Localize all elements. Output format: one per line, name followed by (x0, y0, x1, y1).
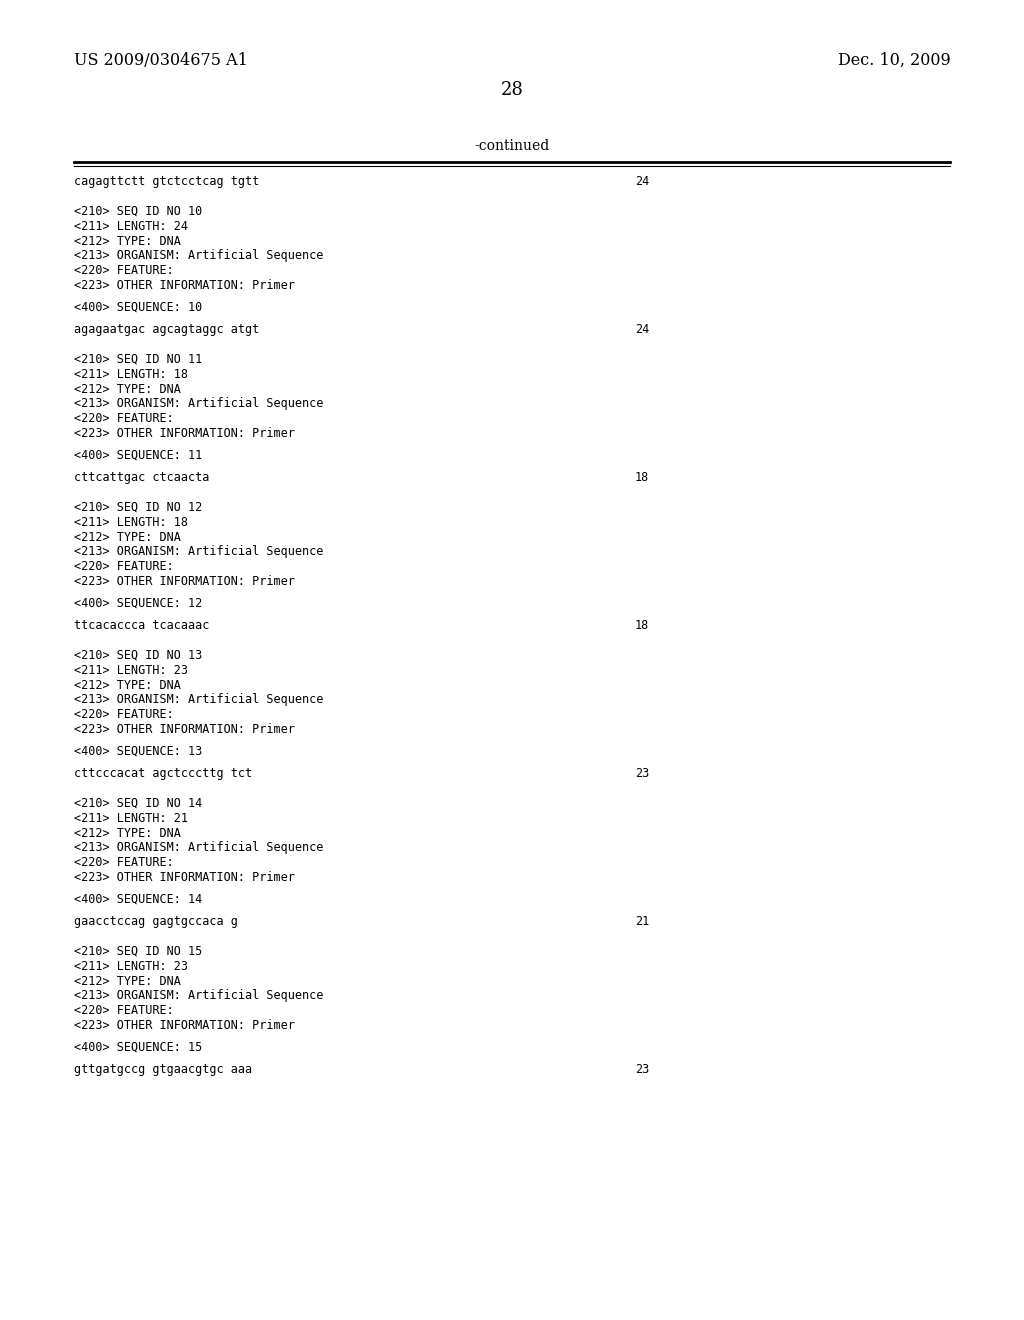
Text: Dec. 10, 2009: Dec. 10, 2009 (838, 51, 950, 69)
Text: <211> LENGTH: 23: <211> LENGTH: 23 (74, 960, 187, 973)
Text: <220> FEATURE:: <220> FEATURE: (74, 1005, 173, 1018)
Text: <212> TYPE: DNA: <212> TYPE: DNA (74, 235, 180, 248)
Text: -continued: -continued (474, 139, 550, 153)
Text: <212> TYPE: DNA: <212> TYPE: DNA (74, 974, 180, 987)
Text: <210> SEQ ID NO 14: <210> SEQ ID NO 14 (74, 797, 202, 810)
Text: <220> FEATURE:: <220> FEATURE: (74, 560, 173, 573)
Text: <223> OTHER INFORMATION: Primer: <223> OTHER INFORMATION: Primer (74, 723, 295, 737)
Text: <213> ORGANISM: Artificial Sequence: <213> ORGANISM: Artificial Sequence (74, 545, 324, 558)
Text: <223> OTHER INFORMATION: Primer: <223> OTHER INFORMATION: Primer (74, 871, 295, 884)
Text: <212> TYPE: DNA: <212> TYPE: DNA (74, 531, 180, 544)
Text: <220> FEATURE:: <220> FEATURE: (74, 264, 173, 277)
Text: <213> ORGANISM: Artificial Sequence: <213> ORGANISM: Artificial Sequence (74, 841, 324, 854)
Text: <211> LENGTH: 18: <211> LENGTH: 18 (74, 368, 187, 380)
Text: <211> LENGTH: 23: <211> LENGTH: 23 (74, 664, 187, 677)
Text: <223> OTHER INFORMATION: Primer: <223> OTHER INFORMATION: Primer (74, 576, 295, 587)
Text: 18: 18 (635, 619, 649, 632)
Text: <213> ORGANISM: Artificial Sequence: <213> ORGANISM: Artificial Sequence (74, 397, 324, 411)
Text: <223> OTHER INFORMATION: Primer: <223> OTHER INFORMATION: Primer (74, 426, 295, 440)
Text: <210> SEQ ID NO 13: <210> SEQ ID NO 13 (74, 649, 202, 663)
Text: <400> SEQUENCE: 14: <400> SEQUENCE: 14 (74, 894, 202, 906)
Text: <213> ORGANISM: Artificial Sequence: <213> ORGANISM: Artificial Sequence (74, 693, 324, 706)
Text: 24: 24 (635, 176, 649, 187)
Text: <400> SEQUENCE: 13: <400> SEQUENCE: 13 (74, 744, 202, 758)
Text: <220> FEATURE:: <220> FEATURE: (74, 709, 173, 721)
Text: <212> TYPE: DNA: <212> TYPE: DNA (74, 678, 180, 692)
Text: cttcattgac ctcaacta: cttcattgac ctcaacta (74, 471, 209, 484)
Text: gttgatgccg gtgaacgtgc aaa: gttgatgccg gtgaacgtgc aaa (74, 1063, 252, 1076)
Text: <211> LENGTH: 24: <211> LENGTH: 24 (74, 220, 187, 232)
Text: <223> OTHER INFORMATION: Primer: <223> OTHER INFORMATION: Primer (74, 1019, 295, 1032)
Text: <212> TYPE: DNA: <212> TYPE: DNA (74, 826, 180, 840)
Text: <210> SEQ ID NO 12: <210> SEQ ID NO 12 (74, 502, 202, 513)
Text: ttcacaccca tcacaaac: ttcacaccca tcacaaac (74, 619, 209, 632)
Text: <400> SEQUENCE: 11: <400> SEQUENCE: 11 (74, 449, 202, 462)
Text: <400> SEQUENCE: 12: <400> SEQUENCE: 12 (74, 597, 202, 610)
Text: <400> SEQUENCE: 10: <400> SEQUENCE: 10 (74, 301, 202, 314)
Text: <211> LENGTH: 18: <211> LENGTH: 18 (74, 516, 187, 529)
Text: 28: 28 (501, 81, 523, 99)
Text: <213> ORGANISM: Artificial Sequence: <213> ORGANISM: Artificial Sequence (74, 990, 324, 1002)
Text: <400> SEQUENCE: 15: <400> SEQUENCE: 15 (74, 1041, 202, 1053)
Text: 21: 21 (635, 915, 649, 928)
Text: 23: 23 (635, 767, 649, 780)
Text: <220> FEATURE:: <220> FEATURE: (74, 857, 173, 869)
Text: <220> FEATURE:: <220> FEATURE: (74, 412, 173, 425)
Text: <210> SEQ ID NO 10: <210> SEQ ID NO 10 (74, 205, 202, 218)
Text: <212> TYPE: DNA: <212> TYPE: DNA (74, 383, 180, 396)
Text: <211> LENGTH: 21: <211> LENGTH: 21 (74, 812, 187, 825)
Text: US 2009/0304675 A1: US 2009/0304675 A1 (74, 51, 248, 69)
Text: agagaatgac agcagtaggc atgt: agagaatgac agcagtaggc atgt (74, 323, 259, 337)
Text: cagagttctt gtctcctcag tgtt: cagagttctt gtctcctcag tgtt (74, 176, 259, 187)
Text: cttcccacat agctcccttg tct: cttcccacat agctcccttg tct (74, 767, 252, 780)
Text: 18: 18 (635, 471, 649, 484)
Text: <210> SEQ ID NO 11: <210> SEQ ID NO 11 (74, 352, 202, 366)
Text: 23: 23 (635, 1063, 649, 1076)
Text: 24: 24 (635, 323, 649, 337)
Text: <210> SEQ ID NO 15: <210> SEQ ID NO 15 (74, 945, 202, 958)
Text: <213> ORGANISM: Artificial Sequence: <213> ORGANISM: Artificial Sequence (74, 249, 324, 263)
Text: gaacctccag gagtgccaca g: gaacctccag gagtgccaca g (74, 915, 238, 928)
Text: <223> OTHER INFORMATION: Primer: <223> OTHER INFORMATION: Primer (74, 279, 295, 292)
